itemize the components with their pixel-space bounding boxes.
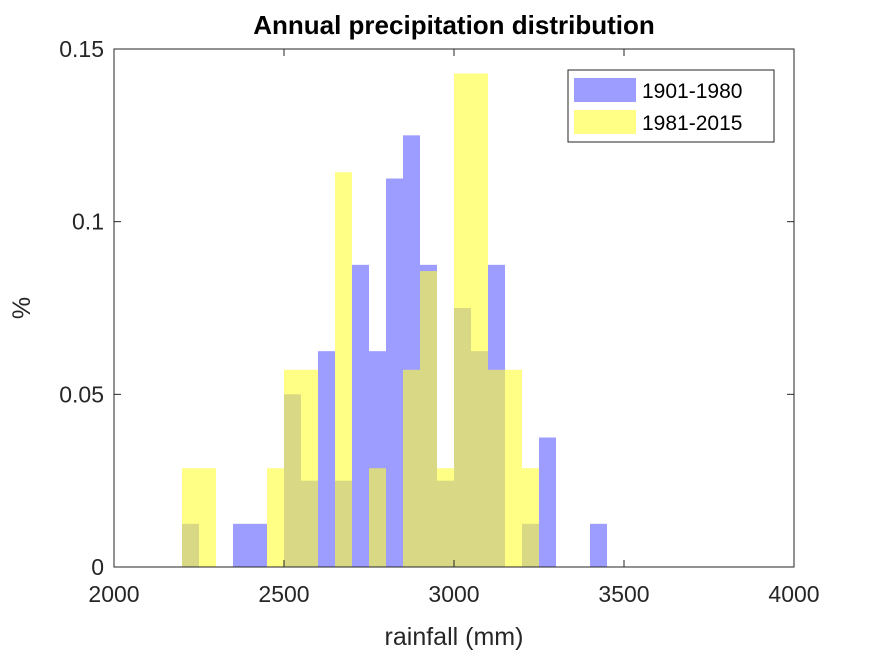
- y-tick-label: 0: [91, 554, 104, 580]
- bar-1981-2015-3050: [471, 73, 488, 568]
- bar-1901-1980-3250: [539, 437, 556, 567]
- bar-1981-2015-2200: [182, 468, 199, 567]
- legend-swatch-1901-1980: [574, 78, 636, 102]
- ticks-layer: 2000 2500 3000 3500 4000 0 0.05 0.1 0.15: [59, 36, 819, 607]
- bar-1981-2015-2650: [335, 172, 352, 567]
- bar-1981-2015-3000: [454, 73, 471, 568]
- legend-label-1901-1980: 1901-1980: [642, 80, 742, 103]
- chart-title: Annual precipitation distribution: [253, 10, 655, 40]
- bar-1981-2015-2250: [199, 468, 216, 567]
- x-axis-label: rainfall (mm): [385, 623, 524, 651]
- bar-1981-2015-2550: [301, 369, 318, 567]
- x-tick-label: 4000: [768, 581, 819, 607]
- bar-1981-2015-3100: [488, 369, 505, 567]
- y-axis-label: %: [8, 297, 36, 319]
- legend-swatch-1981-2015: [574, 110, 636, 134]
- y-tick-label: 0.05: [59, 381, 104, 407]
- bar-1901-1980-2400: [250, 523, 267, 567]
- x-tick-label: 3500: [598, 581, 649, 607]
- x-tick-label: 2000: [88, 581, 139, 607]
- bar-1981-2015-2900: [420, 271, 437, 567]
- y-tick-label: 0.15: [59, 36, 104, 62]
- bar-1981-2015-2850: [403, 369, 420, 567]
- bar-1981-2015-2950: [437, 468, 454, 567]
- bar-1981-2015-2450: [267, 468, 284, 567]
- bar-1981-2015-3150: [505, 369, 522, 567]
- bar-1901-1980-2350: [233, 523, 250, 567]
- x-tick-label: 3000: [428, 581, 479, 607]
- bar-1981-2015-2750: [369, 468, 386, 567]
- bar-1981-2015-2500: [284, 369, 301, 567]
- x-tick-label: 2500: [258, 581, 309, 607]
- bar-1981-2015-3200: [522, 468, 539, 567]
- legend-label-1981-2015: 1981-2015: [642, 112, 742, 135]
- bar-1901-1980-2800: [386, 178, 403, 567]
- bar-1901-1980-3400: [590, 523, 607, 567]
- bar-1901-1980-2600: [318, 351, 335, 567]
- y-tick-label: 0.1: [72, 209, 104, 235]
- legend: 1901-1980 1981-2015: [567, 69, 775, 143]
- bar-1901-1980-2700: [352, 264, 369, 567]
- bars-layer: [182, 73, 607, 568]
